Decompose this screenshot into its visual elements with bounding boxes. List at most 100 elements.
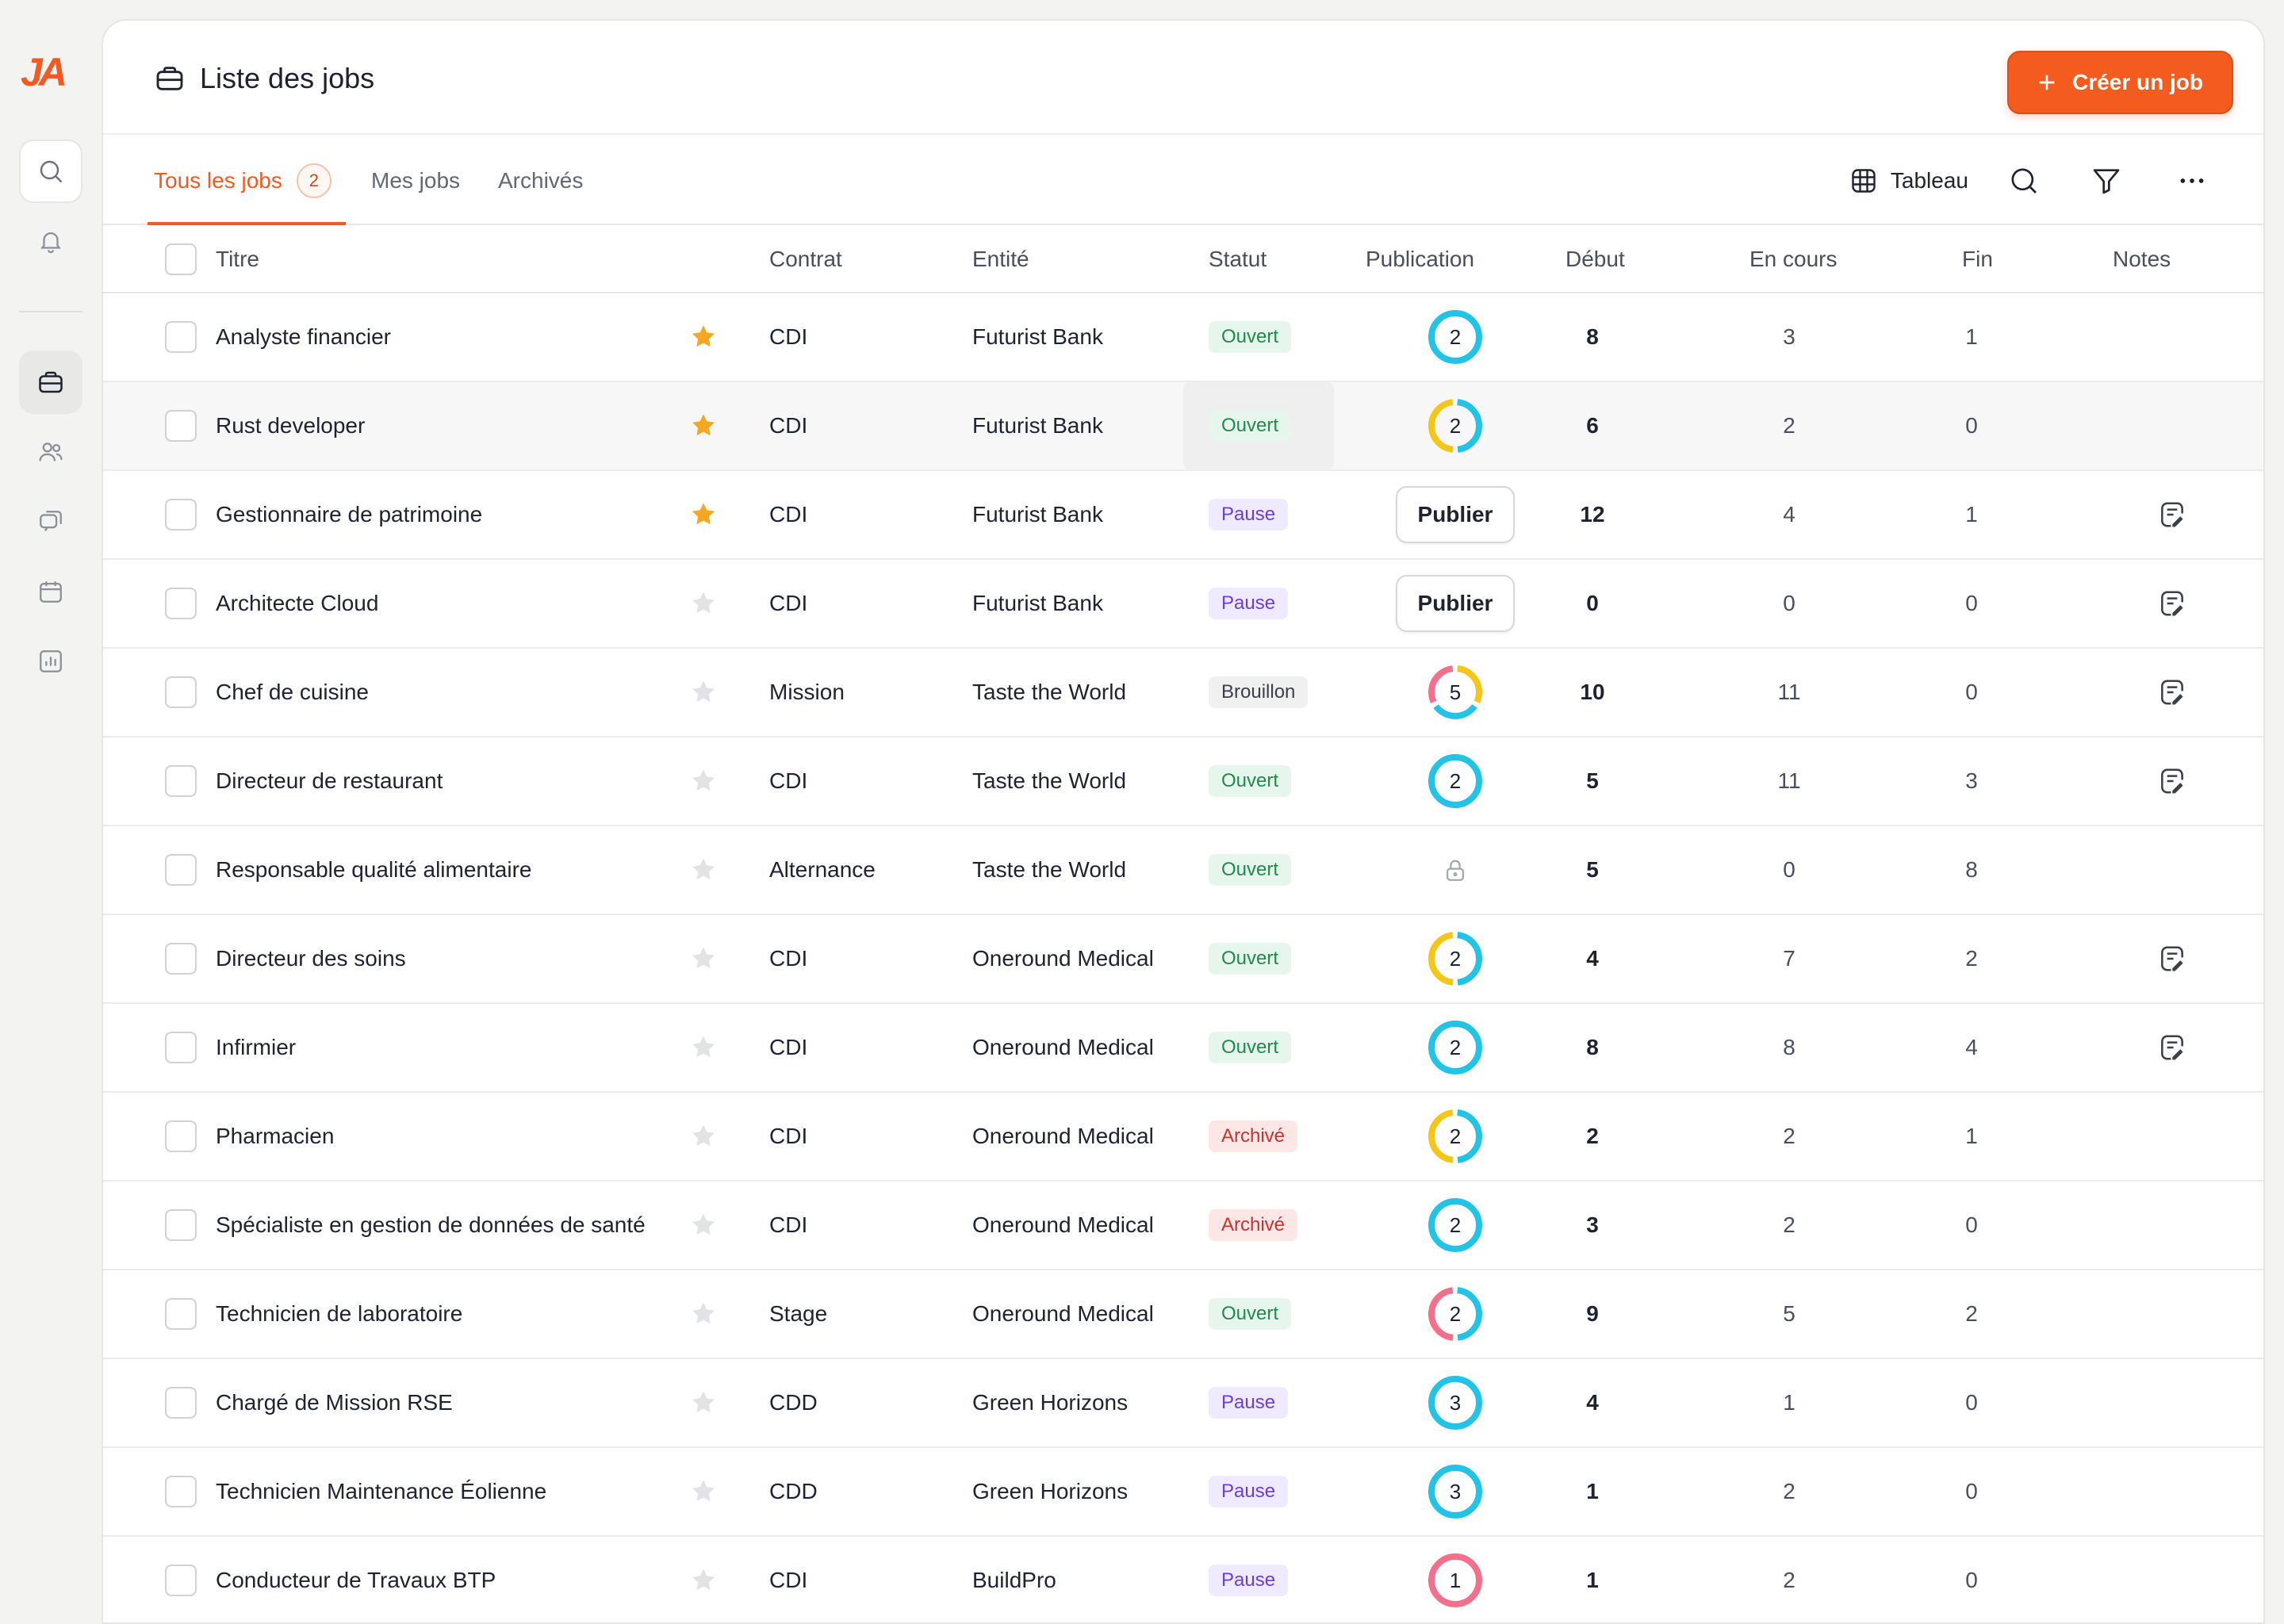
table-row[interactable]: Technicien Maintenance Éolienne CDD Gree… [103,1448,2263,1537]
row-checkbox[interactable] [165,1209,197,1241]
tab-my-jobs[interactable]: Mes jobs [371,136,460,225]
row-checkbox[interactable] [165,410,197,442]
job-title[interactable]: Pharmacien [216,1124,335,1148]
status-badge[interactable]: Pause [1209,499,1289,530]
status-badge[interactable]: Archivé [1209,1120,1298,1152]
publication-ring[interactable]: 1 [1425,1550,1485,1611]
app-logo[interactable]: JA [21,50,67,94]
status-badge[interactable]: Pause [1209,588,1289,619]
job-title[interactable]: Infirmier [216,1035,297,1059]
table-row[interactable]: Directeur des soins CDI Oneround Medical… [103,915,2263,1004]
job-title[interactable]: Conducteur de Travaux BTP [216,1568,496,1592]
create-job-button[interactable]: Créer un job [2007,51,2233,114]
tab-archived[interactable]: Archivés [498,136,583,225]
table-row[interactable]: Conducteur de Travaux BTP CDI BuildPro P… [103,1537,2263,1622]
row-checkbox[interactable] [165,499,197,530]
sidebar-item-reports[interactable] [19,630,82,693]
view-toggle-button[interactable]: Tableau [1849,159,1968,203]
status-badge[interactable]: Ouvert [1209,410,1292,442]
select-all-checkbox[interactable] [165,243,197,275]
status-badge[interactable]: Ouvert [1209,943,1292,975]
column-header-title[interactable]: Titre [216,247,259,271]
publication-ring[interactable]: 5 [1425,662,1485,722]
row-checkbox[interactable] [165,765,197,797]
favorite-star-button[interactable] [688,1182,719,1269]
job-title[interactable]: Chef de cuisine [216,680,370,704]
column-header-entity[interactable]: Entité [972,247,1029,271]
favorite-star-button[interactable] [688,649,719,736]
row-checkbox[interactable] [165,1476,197,1507]
table-row[interactable]: Architecte Cloud CDI Futurist Bank Pause… [103,560,2263,649]
status-badge[interactable]: Pause [1209,1476,1289,1507]
favorite-star-button[interactable] [688,1004,719,1091]
note-button[interactable] [2157,1004,2187,1091]
job-title[interactable]: Responsable qualité alimentaire [216,857,532,882]
table-row[interactable]: Analyste financier CDI Futurist Bank Ouv… [103,293,2263,382]
status-badge[interactable]: Brouillon [1209,676,1309,708]
sidebar-item-jobs[interactable] [19,350,82,414]
publication-ring[interactable]: 2 [1425,307,1485,367]
status-badge[interactable]: Ouvert [1209,1032,1292,1063]
favorite-star-button[interactable] [688,826,719,914]
job-title[interactable]: Architecte Cloud [216,591,379,615]
sidebar-search-button[interactable] [19,140,82,203]
job-title[interactable]: Analyste financier [216,324,392,349]
favorite-star-button[interactable] [688,471,719,558]
favorite-star-button[interactable] [688,1359,719,1446]
publication-ring[interactable]: 2 [1425,396,1485,456]
table-row[interactable]: Directeur de restaurant CDI Taste the Wo… [103,737,2263,826]
favorite-star-button[interactable] [688,382,719,469]
job-title[interactable]: Directeur des soins [216,946,406,971]
publish-button[interactable]: Publier [1396,486,1515,543]
job-title[interactable]: Gestionnaire de patrimoine [216,502,483,527]
sidebar-notifications-button[interactable] [19,209,82,273]
status-badge[interactable]: Ouvert [1209,1298,1292,1330]
row-checkbox[interactable] [165,588,197,619]
row-checkbox[interactable] [165,943,197,975]
column-header-notes[interactable]: Notes [2113,247,2171,271]
row-checkbox[interactable] [165,1032,197,1063]
favorite-star-button[interactable] [688,737,719,825]
table-row[interactable]: Gestionnaire de patrimoine CDI Futurist … [103,471,2263,560]
status-badge[interactable]: Ouvert [1209,854,1292,886]
favorite-star-button[interactable] [688,915,719,1002]
publication-ring[interactable]: 3 [1425,1373,1485,1433]
filter-button[interactable] [2090,159,2122,203]
job-title[interactable]: Technicien de laboratoire [216,1301,463,1326]
column-header-start[interactable]: Début [1565,247,1625,271]
publication-ring[interactable]: 2 [1425,1284,1485,1344]
tab-all-jobs[interactable]: Tous les jobs 2 [154,136,331,225]
sidebar-item-messages[interactable] [19,490,82,553]
job-title[interactable]: Directeur de restaurant [216,768,443,793]
note-button[interactable] [2157,471,2187,558]
favorite-star-button[interactable] [688,1270,719,1358]
row-checkbox[interactable] [165,1120,197,1152]
table-row[interactable]: Infirmier CDI Oneround Medical Ouvert 2 … [103,1004,2263,1093]
note-button[interactable] [2157,737,2187,825]
note-button[interactable] [2157,560,2187,647]
publication-ring[interactable]: 2 [1425,1017,1485,1078]
column-header-contract[interactable]: Contrat [769,247,842,271]
status-badge[interactable]: Pause [1209,1387,1289,1419]
table-search-button[interactable] [2008,159,2040,203]
row-checkbox[interactable] [165,321,197,353]
more-options-button[interactable] [2175,159,2209,203]
publication-ring[interactable]: 2 [1425,751,1485,811]
row-checkbox[interactable] [165,1298,197,1330]
job-title[interactable]: Rust developer [216,413,366,438]
row-checkbox[interactable] [165,1565,197,1596]
publication-ring[interactable]: 2 [1425,1195,1485,1255]
column-header-in-progress[interactable]: En cours [1749,247,1838,271]
row-checkbox[interactable] [165,676,197,708]
row-checkbox[interactable] [165,854,197,886]
favorite-star-button[interactable] [688,1093,719,1180]
table-row[interactable]: Spécialiste en gestion de données de san… [103,1182,2263,1270]
note-button[interactable] [2157,915,2187,1002]
status-badge[interactable]: Ouvert [1209,765,1292,797]
publication-ring[interactable]: 2 [1425,1106,1485,1166]
favorite-star-button[interactable] [688,1448,719,1535]
table-row[interactable]: Responsable qualité alimentaire Alternan… [103,826,2263,915]
publication-ring[interactable]: 3 [1425,1461,1485,1522]
status-badge[interactable]: Pause [1209,1565,1289,1596]
sidebar-item-calendar[interactable] [19,560,82,623]
